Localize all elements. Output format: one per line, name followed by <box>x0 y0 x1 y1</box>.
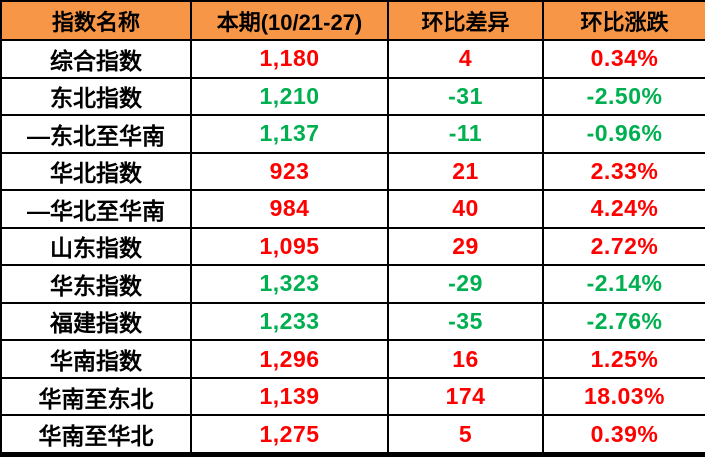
index-name: 综合指数 <box>0 39 192 79</box>
diff-value: 21 <box>387 151 544 192</box>
current-value: 1,233 <box>190 301 389 342</box>
pct-value: 4.24% <box>542 189 705 229</box>
table-row: —东北至华南 1,137 -11 -0.96% <box>0 114 705 154</box>
index-name: 华南至华北 <box>0 414 192 456</box>
header-index-name: 指数名称 <box>0 0 192 41</box>
table-row: 华南至东北 1,139 174 18.03% <box>0 376 705 417</box>
table-row: 福建指数 1,233 -35 -2.76% <box>0 301 705 342</box>
diff-value: 40 <box>387 189 544 229</box>
index-name: 华东指数 <box>0 264 192 304</box>
index-name: 山东指数 <box>0 226 192 267</box>
table-row: 山东指数 1,095 29 2.72% <box>0 226 705 267</box>
current-value: 1,180 <box>190 39 389 79</box>
index-name: 福建指数 <box>0 301 192 342</box>
index-name: —东北至华南 <box>0 114 192 154</box>
diff-value: -11 <box>387 114 544 154</box>
header-mom-difference: 环比差异 <box>387 0 544 41</box>
pct-value: 1.25% <box>542 339 705 379</box>
diff-value: 4 <box>387 39 544 79</box>
table-body: 综合指数 1,180 4 0.34% 东北指数 1,210 -31 -2.50%… <box>0 39 705 456</box>
current-value: 1,323 <box>190 264 389 304</box>
index-name: —华北至华南 <box>0 189 192 229</box>
pct-value: 0.39% <box>542 414 705 456</box>
current-value: 1,275 <box>190 414 389 456</box>
diff-value: 5 <box>387 414 544 456</box>
pct-value: 0.34% <box>542 39 705 79</box>
current-value: 1,137 <box>190 114 389 154</box>
diff-value: 16 <box>387 339 544 379</box>
current-value: 984 <box>190 189 389 229</box>
index-name: 华南指数 <box>0 339 192 379</box>
header-row: 指数名称 本期(10/21-27) 环比差异 环比涨跌 <box>0 0 705 41</box>
table-row: 华南指数 1,296 16 1.25% <box>0 339 705 379</box>
table-row: 华北指数 923 21 2.33% <box>0 151 705 192</box>
pct-value: 2.72% <box>542 226 705 267</box>
diff-value: -31 <box>387 76 544 117</box>
current-value: 1,296 <box>190 339 389 379</box>
diff-value: -29 <box>387 264 544 304</box>
current-value: 1,210 <box>190 76 389 117</box>
header-current-period: 本期(10/21-27) <box>190 0 389 41</box>
table-row: 华南至华北 1,275 5 0.39% <box>0 414 705 456</box>
pct-value: -0.96% <box>542 114 705 154</box>
table-row: —华北至华南 984 40 4.24% <box>0 189 705 229</box>
current-value: 1,095 <box>190 226 389 267</box>
table-header: 指数名称 本期(10/21-27) 环比差异 环比涨跌 <box>0 0 705 41</box>
pct-value: 18.03% <box>542 376 705 417</box>
diff-value: 174 <box>387 376 544 417</box>
diff-value: -35 <box>387 301 544 342</box>
diff-value: 29 <box>387 226 544 267</box>
pct-value: -2.14% <box>542 264 705 304</box>
pct-value: -2.76% <box>542 301 705 342</box>
table-row: 东北指数 1,210 -31 -2.50% <box>0 76 705 117</box>
current-value: 1,139 <box>190 376 389 417</box>
header-mom-change: 环比涨跌 <box>542 0 705 41</box>
table-row: 华东指数 1,323 -29 -2.14% <box>0 264 705 304</box>
pct-value: 2.33% <box>542 151 705 192</box>
current-value: 923 <box>190 151 389 192</box>
index-name: 东北指数 <box>0 76 192 117</box>
table-row: 综合指数 1,180 4 0.34% <box>0 39 705 79</box>
pct-value: -2.50% <box>542 76 705 117</box>
index-name: 华南至东北 <box>0 376 192 417</box>
index-name: 华北指数 <box>0 151 192 192</box>
